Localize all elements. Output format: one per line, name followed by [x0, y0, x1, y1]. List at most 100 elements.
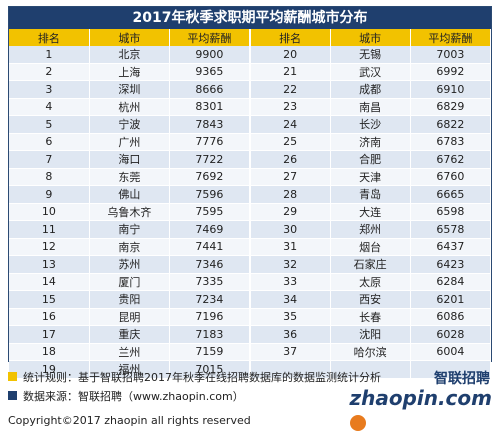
cell-rank-right: 27 [249, 168, 331, 186]
cell-city-left: 苏州 [89, 255, 171, 274]
table-header-row: 排名 城市 平均薪酬 排名 城市 平均薪酬 [9, 29, 492, 46]
cell-city-right: 太原 [330, 273, 411, 291]
yellow-square-icon [8, 372, 17, 381]
cell-rank-right: 31 [249, 238, 331, 256]
cell-city-right: 南昌 [330, 98, 411, 116]
note-source: 数据来源：智联招聘（www.zhaopin.com） [8, 386, 388, 405]
column-header-salary-right: 平均薪酬 [410, 29, 492, 46]
cell-rank-right: 34 [249, 290, 331, 309]
cell-rank-left: 8 [9, 168, 90, 186]
cell-city-left: 北京 [89, 46, 171, 64]
note-rule-text: 统计规则：基于智联招聘2017年秋季在线招聘数据库的数据监测统计分析 [23, 370, 381, 384]
cell-rank-left: 14 [9, 273, 90, 291]
cell-rank-left: 4 [9, 98, 90, 116]
note-rule: 统计规则：基于智联招聘2017年秋季在线招聘数据库的数据监测统计分析 [8, 367, 388, 386]
copyright-text: Copyright©2017 zhaopin all rights reserv… [8, 414, 251, 427]
table-row: 16 昆明 7196 35 长春 6086 [9, 308, 492, 326]
cell-salary-right: 6822 [410, 115, 492, 134]
cell-salary-right: 6028 [410, 325, 492, 344]
table-row: 3 深圳 8666 22 成都 6910 [9, 80, 492, 99]
cell-city-left: 重庆 [89, 325, 171, 344]
cell-salary-right: 6760 [410, 168, 492, 186]
column-header-city-left: 城市 [89, 29, 171, 46]
cell-rank-left: 15 [9, 290, 90, 309]
table-title: 2017年秋季求职期平均薪酬城市分布 [9, 7, 491, 29]
column-header-rank-right: 排名 [249, 29, 331, 46]
cell-city-left: 佛山 [89, 185, 171, 204]
cell-city-left: 兰州 [89, 343, 171, 361]
cell-salary-left: 7843 [169, 115, 251, 134]
cell-city-right: 烟台 [330, 238, 411, 256]
cell-city-right: 济南 [330, 133, 411, 151]
cell-rank-right: 28 [249, 185, 331, 204]
column-header-city-right: 城市 [330, 29, 411, 46]
cell-rank-left: 2 [9, 63, 90, 81]
cell-salary-right: 6665 [410, 185, 492, 204]
table-row: 17 重庆 7183 36 沈阳 6028 [9, 325, 492, 344]
table-row: 4 杭州 8301 23 南昌 6829 [9, 98, 492, 116]
cell-salary-right: 6992 [410, 63, 492, 81]
cell-city-right: 大连 [330, 203, 411, 221]
cell-city-left: 东莞 [89, 168, 171, 186]
cell-city-left: 乌鲁木齐 [89, 203, 171, 221]
cell-salary-left: 7196 [169, 308, 251, 326]
cell-salary-left: 7692 [169, 168, 251, 186]
cell-city-right: 长沙 [330, 115, 411, 134]
table-row: 19 福州 7015 [9, 360, 492, 379]
cell-salary-left: 7595 [169, 203, 251, 221]
cell-rank-right: 26 [249, 150, 331, 169]
cell-salary-left: 7346 [169, 255, 251, 274]
cell-city-right: 沈阳 [330, 325, 411, 344]
cell-city-right: 石家庄 [330, 255, 411, 274]
salary-table-panel: 2017年秋季求职期平均薪酬城市分布 排名 城市 平均薪酬 排名 城市 平均薪酬… [8, 6, 492, 379]
cell-salary-left: 9900 [169, 46, 251, 64]
cell-rank-right: 35 [249, 308, 331, 326]
cell-city-right [330, 360, 411, 379]
cell-salary-right: 6578 [410, 220, 492, 239]
table-row: 10 乌鲁木齐 7595 29 大连 6598 [9, 203, 492, 221]
table-row: 12 南京 7441 31 烟台 6437 [9, 238, 492, 256]
cell-salary-left: 8301 [169, 98, 251, 116]
cell-rank-right: 37 [249, 343, 331, 361]
table-row: 11 南宁 7469 30 郑州 6578 [9, 220, 492, 239]
cell-rank-right: 23 [249, 98, 331, 116]
cell-city-left: 宁波 [89, 115, 171, 134]
cell-salary-left: 7335 [169, 273, 251, 291]
cell-salary-right: 6086 [410, 308, 492, 326]
cell-salary-left: 7441 [169, 238, 251, 256]
cell-rank-left: 11 [9, 220, 90, 239]
table-row: 5 宁波 7843 24 长沙 6822 [9, 115, 492, 134]
table-row: 8 东莞 7692 27 天津 6760 [9, 168, 492, 186]
cell-salary-right: 6004 [410, 343, 492, 361]
cell-city-right: 西安 [330, 290, 411, 309]
logo-english: zhaopin.com [349, 386, 492, 434]
cell-rank-right: 30 [249, 220, 331, 239]
cell-city-left: 海口 [89, 150, 171, 169]
cell-salary-left: 9365 [169, 63, 251, 81]
cell-salary-right [410, 360, 492, 379]
cell-rank-left: 10 [9, 203, 90, 221]
cell-salary-right: 6437 [410, 238, 492, 256]
cell-salary-right: 6423 [410, 255, 492, 274]
cell-city-left: 杭州 [89, 98, 171, 116]
cell-city-left: 福州 [89, 360, 171, 379]
cell-salary-left: 7776 [169, 133, 251, 151]
cell-salary-right: 6829 [410, 98, 492, 116]
cell-rank-right: 20 [249, 46, 331, 64]
cell-rank-left: 5 [9, 115, 90, 134]
cell-rank-left: 7 [9, 150, 90, 169]
cell-salary-right: 6910 [410, 80, 492, 99]
cell-city-right: 武汉 [330, 63, 411, 81]
cell-salary-left: 7234 [169, 290, 251, 309]
cell-rank-right: 22 [249, 80, 331, 99]
cell-rank-left: 3 [9, 80, 90, 99]
cell-salary-right: 7003 [410, 46, 492, 64]
column-header-rank-left: 排名 [9, 29, 90, 46]
cell-salary-left: 7183 [169, 325, 251, 344]
logo-english-text: zhaopin.com [349, 386, 492, 410]
cell-rank-left: 19 [9, 360, 90, 379]
column-header-salary-left: 平均薪酬 [169, 29, 251, 46]
logo-ball-icon [350, 415, 367, 431]
cell-rank-left: 16 [9, 308, 90, 326]
cell-rank-left: 6 [9, 133, 90, 151]
